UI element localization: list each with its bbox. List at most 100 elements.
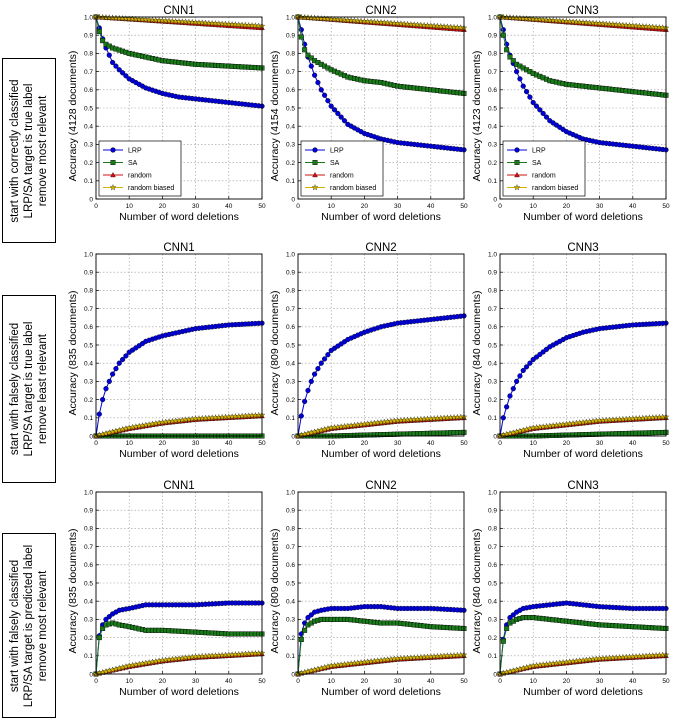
data-point-lrp [119,70,126,76]
data-point-lrp [123,353,129,359]
data-point-lrp [331,107,338,113]
y-tick-label: 0.1 [84,653,93,660]
data-point-random-biased [327,15,335,22]
data-point-lrp [527,360,533,366]
y-tick-label: 0.5 [488,580,497,587]
data-point-random-biased [533,15,540,23]
data-point-random-biased [526,15,534,22]
y-axis-label: Accuracy (840 documents) [471,291,483,416]
y-axis-label: Accuracy (835 documents) [67,291,79,416]
x-tick-label: 30 [596,440,604,447]
data-point-lrp [106,614,112,620]
x-tick-label: 20 [361,203,369,210]
subplot-3: 0 10 20 30 40 50 0 0.1 0.2 0.3 0.4 0.5 0.6 0.7 0.8 0.9 1… [471,5,670,223]
y-tick-label: 0.4 [488,124,497,131]
y-tick-label: 1.0 [84,14,93,21]
chart-title: CNN3 [567,5,598,17]
x-tick-label: 40 [225,440,233,447]
plot-frame [499,491,667,675]
data-point-lrp [335,110,341,117]
data-point-random-biased [347,17,355,24]
data-point-random-biased [381,19,388,26]
y-tick-label: 1.0 [286,251,295,258]
data-point-random-biased [391,19,398,27]
data-point-random-biased [639,22,647,30]
x-tick-label: 40 [427,203,435,210]
y-tick-label: 0.7 [84,306,93,313]
data-point-random-biased [420,21,428,29]
data-point-random-biased [616,21,623,28]
y-tick-label: 0 [291,196,295,203]
data-point-lrp [113,366,119,372]
data-point-sa [298,34,304,40]
x-tick-label: 50 [258,440,266,447]
plot-frame [297,16,465,200]
y-tick-label: 0.9 [488,270,497,277]
data-point-random-biased [583,19,590,26]
y-tick-label: 0.3 [488,142,497,149]
y-tick-label: 0.2 [84,635,93,642]
x-tick-label: 50 [662,203,670,210]
y-tick-label: 1.0 [488,14,497,21]
x-tick-label: 0 [498,678,502,685]
data-point-lrp [513,68,520,75]
data-point-random-biased [311,184,319,191]
data-point-lrp [520,367,526,374]
data-point-random-biased [427,22,435,29]
y-tick-label: 0.8 [84,526,93,533]
y-tick-label: 0.3 [488,379,497,386]
y-tick-label: 0.8 [488,526,497,533]
y-tick-label: 0.7 [84,544,93,551]
x-tick-label: 20 [563,440,571,447]
legend-label: random biased [330,185,376,192]
data-point-lrp [338,114,344,120]
y-tick-label: 0.9 [84,508,93,515]
y-axis-label: Accuracy (4128 documents) [67,51,79,182]
y-tick-label: 0.4 [488,599,497,606]
data-point-random-biased [636,22,643,29]
subplot-6: 0 10 20 30 40 50 0 0.1 0.2 0.3 0.4 0.5 0.6 0.7 0.8 0.9 1… [471,242,670,460]
legend-label: LRP [330,148,344,155]
data-point-lrp [318,360,324,366]
legend-label: random [128,173,152,180]
x-tick-label: 20 [159,678,167,685]
y-axis-label: Accuracy (809 documents) [269,291,281,416]
chart-title: CNN1 [163,242,194,254]
x-axis-label: Number of word deletions [321,448,441,460]
y-tick-label: 0.5 [84,342,93,349]
y-tick-label: 0.7 [286,544,295,551]
y-tick-label: 0.9 [286,508,295,515]
data-point-lrp [523,364,530,370]
plot-area [500,492,666,674]
data-point-lrp [540,110,546,117]
data-point-random [110,172,116,178]
data-point-lrp [305,614,311,621]
y-tick-label: 0.2 [488,397,497,404]
data-point-sa [100,626,106,632]
y-tick-label: 0.2 [286,635,295,642]
data-point-random-biased [579,19,587,26]
y-tick-label: 0 [493,671,497,678]
data-point-random-biased [397,20,405,27]
y-tick-label: 0.6 [286,562,295,569]
y-tick-label: 0.8 [286,288,295,295]
x-tick-label: 50 [258,678,266,685]
data-point-random-biased [566,18,573,25]
x-tick-label: 0 [94,203,98,210]
x-tick-label: 20 [361,440,369,447]
data-point-lrp [308,63,314,69]
data-point-sa [312,159,318,165]
data-point-random-biased [357,17,365,24]
legend-label: LRP [532,148,546,155]
x-tick-label: 50 [662,440,670,447]
y-tick-label: 0.9 [286,270,295,277]
data-point-random-biased [394,20,401,27]
data-point-sa [510,58,516,64]
data-point-lrp [315,366,321,372]
data-point-random-biased [457,24,464,31]
data-point-lrp [113,63,119,69]
x-tick-label: 10 [530,440,538,447]
x-tick-label: 30 [192,203,200,210]
y-tick-label: 0.1 [488,178,497,185]
